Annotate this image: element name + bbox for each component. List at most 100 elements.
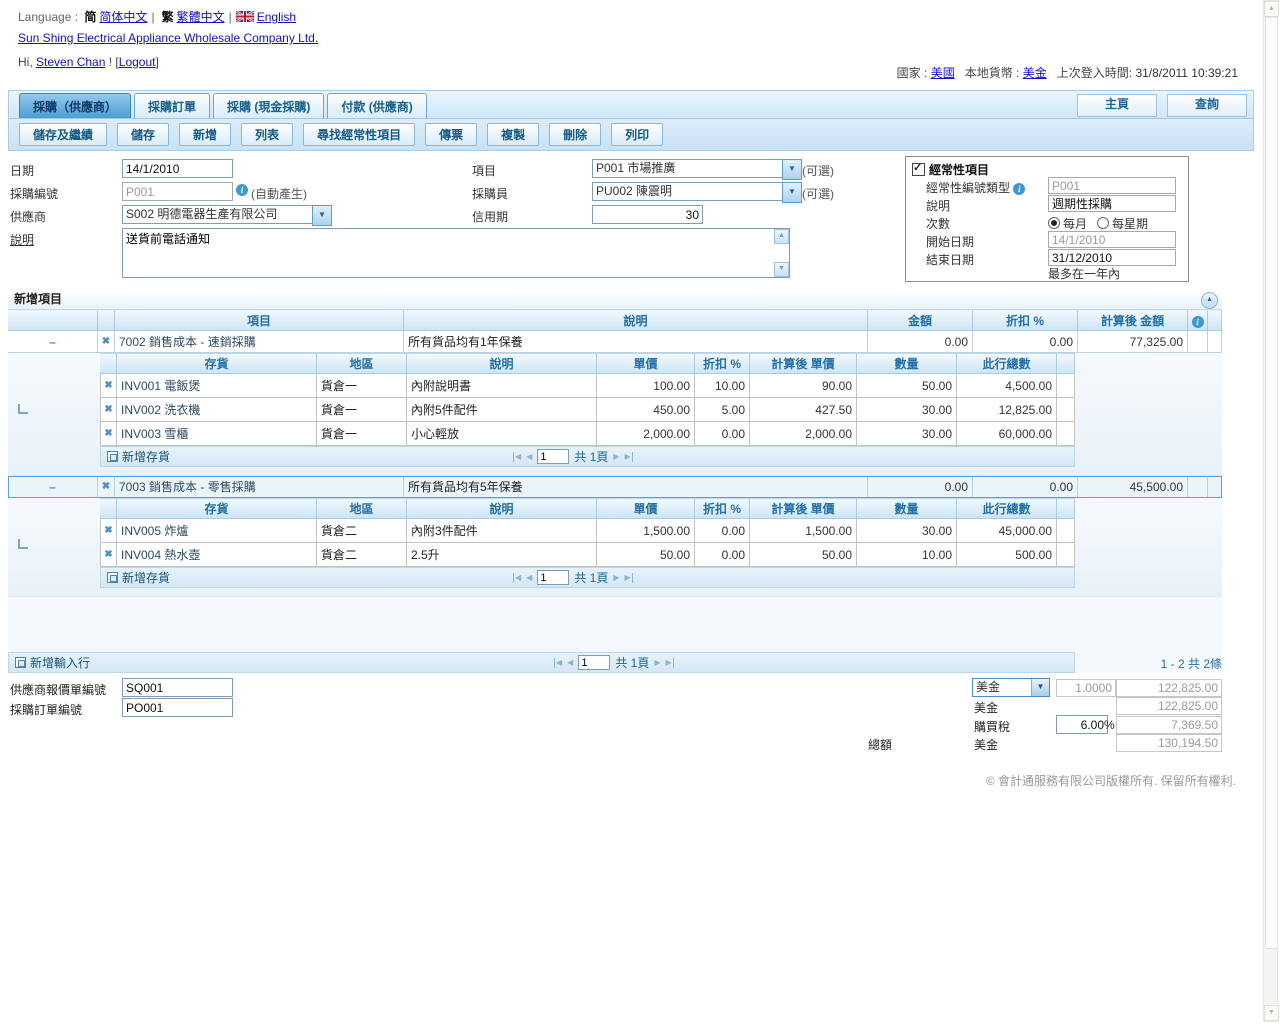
scroll-up-icon[interactable]: ▲ (1264, 1, 1279, 17)
calc-price-cell: 90.00 (750, 374, 857, 398)
lang-english-link[interactable]: English (256, 10, 297, 24)
inventory-row[interactable]: ✖ INV004 熱水壺 貨倉二 2.5升 50.00 0.00 50.00 10.00 500… (100, 543, 1075, 567)
toolbar-button-1[interactable]: 儲存 (117, 123, 170, 146)
tab-2[interactable]: 採購 (現金採購) (213, 93, 325, 118)
calc-amount-column-header: 計算後 金額 (1078, 310, 1188, 331)
tab-strip: 採購（供應商） 採購訂單 採購 (現金採購) 付款 (供應商) 主頁 查詢 儲存及繼績… (8, 90, 1254, 151)
toolbar-button-4[interactable]: 尋找經常性項目 (303, 123, 416, 146)
home-button[interactable]: 主頁 (1077, 94, 1157, 117)
supplier-dropdown[interactable]: S002 明德電器生產有限公司 ▼ (122, 205, 332, 226)
prev-page-icon[interactable]: ◀ (567, 657, 574, 667)
first-page-icon[interactable]: ◀ (513, 451, 522, 462)
next-page-icon[interactable]: ▶ (613, 451, 620, 461)
greeting: Hi, Steven Chan ! [Logout] (18, 55, 159, 69)
chevron-down-icon[interactable]: ▼ (782, 182, 802, 203)
query-button[interactable]: 查詢 (1167, 94, 1247, 117)
purchaser-dropdown[interactable]: PU002 陳震明 ▼ (592, 182, 802, 203)
po-no-input[interactable] (122, 698, 233, 717)
first-page-icon[interactable]: ◀ (513, 572, 522, 583)
logout-link[interactable]: Logout (118, 55, 156, 69)
add-link[interactable]: 新增存貨 (107, 448, 170, 465)
toolbar-button-6[interactable]: 複製 (487, 123, 540, 146)
delete-row-icon[interactable]: ✖ (98, 476, 115, 498)
tax-rate-input[interactable] (1056, 715, 1108, 734)
toolbar-button-7[interactable]: 刪除 (549, 123, 602, 146)
quote-no-input[interactable] (122, 678, 233, 697)
delete-row-icon[interactable]: ✖ (100, 398, 117, 422)
page-input[interactable] (537, 570, 570, 585)
delete-row-icon[interactable]: ✖ (100, 374, 117, 398)
sub-discount-column-header: 折扣 % (695, 353, 750, 374)
inventory-row[interactable]: ✖ INV003 雪櫃 貨倉一 小心輕放 2,000.00 0.00 2,000.00 30.… (100, 422, 1075, 446)
chevron-down-icon[interactable]: ▼ (312, 205, 332, 226)
prev-page-icon[interactable]: ◀ (526, 451, 533, 461)
add-inventory-bar: 新增存貨 ◀ ◀ 共 1頁 ▶ ▶ (100, 446, 1075, 467)
chevron-down-icon[interactable]: ▼ (1031, 679, 1049, 696)
vertical-scrollbar[interactable]: ▲ ▼ (1263, 0, 1279, 1022)
collapse-row-icon[interactable]: – (8, 476, 98, 498)
tab-0[interactable]: 採購（供應商） (19, 93, 132, 118)
scroll-down-icon[interactable]: ▼ (1264, 1005, 1279, 1021)
group-item-cell: 7003 銷售成本 - 零售採購 (115, 476, 404, 498)
company-link[interactable]: Sun Shing Electrical Appliance Wholesale… (18, 31, 319, 45)
description-textarea[interactable] (123, 229, 777, 275)
first-page-icon[interactable]: ◀ (554, 657, 563, 668)
scroll-down-icon[interactable]: ▼ (774, 262, 789, 277)
description-link[interactable]: 說明 (10, 233, 35, 247)
line-total-column-header: 此行總數 (957, 498, 1057, 519)
lang-traditional-link[interactable]: 繁體中文 (176, 10, 225, 24)
chevron-down-icon[interactable]: ▼ (782, 159, 802, 180)
page-input[interactable] (578, 655, 611, 670)
date-input[interactable] (122, 159, 233, 178)
collapse-panel-icon[interactable]: ▲ (1201, 292, 1218, 309)
credit-input[interactable] (592, 205, 703, 224)
line-items-grid: 新增項目 ▲ 項目 說明 金額 折扣 % 計算後 金額 i – ✖ 7002 銷售成本 - 速銷… (8, 290, 1222, 673)
toolbar-button-0[interactable]: 儲存及繼績 (19, 123, 108, 146)
project-dropdown[interactable]: P001 市場推廣 ▼ (592, 159, 802, 180)
collapse-row-icon[interactable]: – (8, 331, 98, 353)
sub-discount-cell: 0.00 (695, 543, 750, 567)
toolbar-button-3[interactable]: 列表 (241, 123, 294, 146)
group-row[interactable]: – ✖ 7002 銷售成本 - 速銷採購 所有貨品均有1年保養 0.00 0.00 77,3… (8, 331, 1222, 353)
toolbar-button-8[interactable]: 列印 (611, 123, 664, 146)
weekly-radio[interactable] (1097, 217, 1110, 229)
tab-3[interactable]: 付款 (供應商) (327, 93, 427, 118)
monthly-radio[interactable] (1048, 217, 1060, 229)
toolbar-button-2[interactable]: 新增 (179, 123, 232, 146)
group-row[interactable]: – ✖ 7003 銷售成本 - 零售採購 所有貨品均有5年保養 0.00 0.00 45,5… (8, 476, 1222, 498)
project-value: P001 市場推廣 (592, 159, 782, 178)
last-page-icon[interactable]: ▶ (665, 657, 674, 668)
delete-row-icon[interactable]: ✖ (98, 331, 115, 353)
user-link[interactable]: Steven Chan (36, 55, 106, 69)
discount-column-header: 折扣 % (973, 310, 1078, 331)
next-page-icon[interactable]: ▶ (654, 657, 661, 667)
add-link[interactable]: 新增存貨 (107, 569, 170, 586)
inventory-row[interactable]: ✖ INV005 炸爐 貨倉二 內附3件配件 1,500.00 0.00 1,500.00 3… (100, 519, 1075, 543)
tax-amount-input (1116, 716, 1222, 734)
delete-row-icon[interactable]: ✖ (100, 543, 117, 567)
tab-1[interactable]: 採購訂單 (134, 93, 211, 118)
add-inventory-bar: 新增存貨 ◀ ◀ 共 1頁 ▶ ▶ (100, 567, 1075, 588)
recurring-checkbox[interactable] (912, 161, 925, 176)
next-page-icon[interactable]: ▶ (613, 572, 620, 582)
delete-row-icon[interactable]: ✖ (100, 519, 117, 543)
sub-end-column-header (1057, 353, 1075, 374)
lang-simplified-link[interactable]: 简体中文 (99, 10, 148, 24)
country-link[interactable]: 美國 (930, 66, 955, 80)
page-input[interactable] (537, 449, 570, 464)
end-date-input[interactable] (1048, 249, 1176, 266)
recurring-desc-input[interactable] (1048, 195, 1176, 212)
add-link[interactable]: 新增輸入行 (15, 654, 90, 671)
currency-select[interactable]: 美金 ▼ (972, 678, 1050, 697)
prev-page-icon[interactable]: ◀ (526, 572, 533, 582)
delete-row-icon[interactable]: ✖ (100, 422, 117, 446)
inventory-row[interactable]: ✖ INV002 洗衣機 貨倉一 內附5件配件 450.00 5.00 427.50 30.0… (100, 398, 1075, 422)
toolbar-button-5[interactable]: 傳票 (425, 123, 478, 146)
scrollbar-thumb[interactable] (1265, 17, 1278, 949)
last-page-icon[interactable]: ▶ (624, 451, 633, 462)
local-currency-link[interactable]: 美金 (1022, 66, 1047, 80)
last-page-icon[interactable]: ▶ (624, 572, 633, 583)
inventory-row[interactable]: ✖ INV001 電飯煲 貨倉一 內附說明書 100.00 10.00 90.00 50.00… (100, 374, 1075, 398)
scroll-up-icon[interactable]: ▲ (774, 229, 789, 244)
